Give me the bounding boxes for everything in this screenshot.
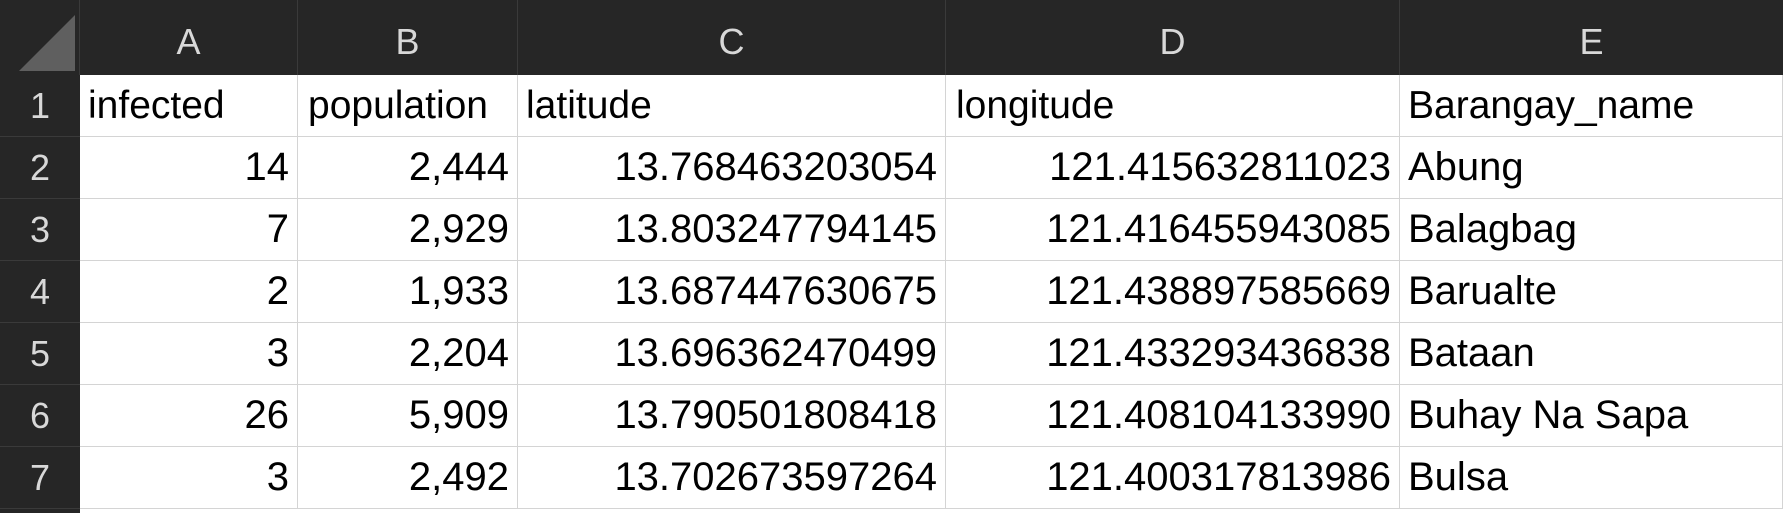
cell-a6[interactable]: 26 — [80, 385, 298, 447]
row-header-bar — [0, 75, 80, 513]
column-header-d[interactable]: D — [946, 0, 1400, 75]
cell-a7[interactable]: 3 — [80, 447, 298, 509]
row-header-3[interactable]: 3 — [0, 199, 80, 261]
cell-c6[interactable]: 13.790501808418 — [518, 385, 946, 447]
select-all-triangle-icon — [19, 15, 75, 71]
row-header-7[interactable]: 7 — [0, 447, 80, 509]
cell-d7[interactable]: 121.400317813986 — [946, 447, 1400, 509]
cell-e5[interactable]: Bataan — [1400, 323, 1783, 385]
cell-b1[interactable]: population — [298, 75, 518, 137]
row-header-5[interactable]: 5 — [0, 323, 80, 385]
select-all-button[interactable] — [0, 0, 80, 75]
cell-a1[interactable]: infected — [80, 75, 298, 137]
cell-a3[interactable]: 7 — [80, 199, 298, 261]
cell-a4[interactable]: 2 — [80, 261, 298, 323]
cell-e6[interactable]: Buhay Na Sapa — [1400, 385, 1783, 447]
row-header-4[interactable]: 4 — [0, 261, 80, 323]
column-header-a[interactable]: A — [80, 0, 298, 75]
cell-d4[interactable]: 121.438897585669 — [946, 261, 1400, 323]
cell-b4[interactable]: 1,933 — [298, 261, 518, 323]
cell-c2[interactable]: 13.768463203054 — [518, 137, 946, 199]
cell-e7[interactable]: Bulsa — [1400, 447, 1783, 509]
cell-c4[interactable]: 13.687447630675 — [518, 261, 946, 323]
cell-d1[interactable]: longitude — [946, 75, 1400, 137]
column-header-e[interactable]: E — [1579, 21, 1604, 62]
column-header-b[interactable]: B — [298, 0, 518, 75]
cell-e1[interactable]: Barangay_name — [1400, 75, 1783, 137]
cell-d3[interactable]: 121.416455943085 — [946, 199, 1400, 261]
cell-a5[interactable]: 3 — [80, 323, 298, 385]
cell-d5[interactable]: 121.433293436838 — [946, 323, 1400, 385]
cell-c1[interactable]: latitude — [518, 75, 946, 137]
cell-d2[interactable]: 121.415632811023 — [946, 137, 1400, 199]
row-header-6[interactable]: 6 — [0, 385, 80, 447]
cell-e4[interactable]: Barualte — [1400, 261, 1783, 323]
cell-d6[interactable]: 121.408104133990 — [946, 385, 1400, 447]
cell-e2[interactable]: Abung — [1400, 137, 1783, 199]
cell-a2[interactable]: 14 — [80, 137, 298, 199]
cell-b5[interactable]: 2,204 — [298, 323, 518, 385]
cell-c5[interactable]: 13.696362470499 — [518, 323, 946, 385]
cell-b7[interactable]: 2,492 — [298, 447, 518, 509]
row-header-1[interactable]: 1 — [0, 75, 80, 137]
cell-b3[interactable]: 2,929 — [298, 199, 518, 261]
cell-c7[interactable]: 13.702673597264 — [518, 447, 946, 509]
cell-b6[interactable]: 5,909 — [298, 385, 518, 447]
cell-e3[interactable]: Balagbag — [1400, 199, 1783, 261]
cell-c3[interactable]: 13.803247794145 — [518, 199, 946, 261]
cell-b2[interactable]: 2,444 — [298, 137, 518, 199]
row-header-2[interactable]: 2 — [0, 137, 80, 199]
column-header-c[interactable]: C — [518, 0, 946, 75]
